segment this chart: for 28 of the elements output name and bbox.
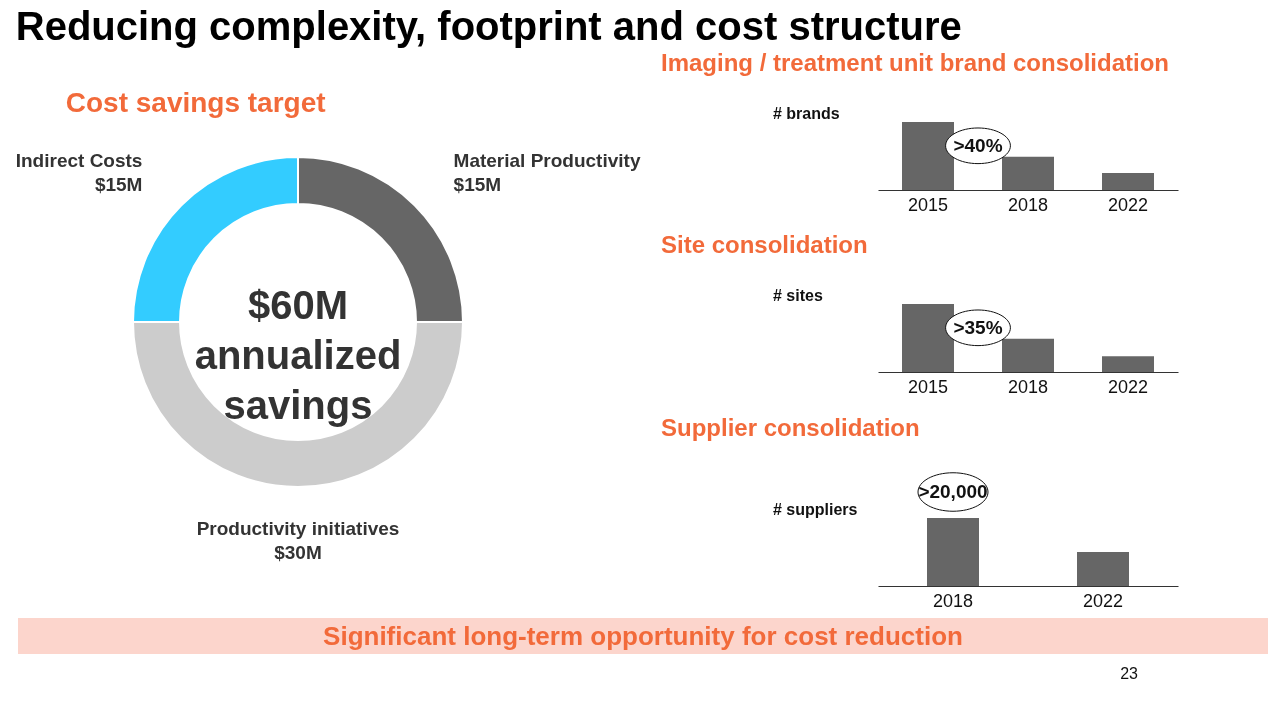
chart-title: Site consolidation (661, 231, 868, 258)
text: 23 (1120, 665, 1139, 682)
data-label: $30M (274, 542, 322, 563)
data-label: $15M (94, 174, 143, 196)
x-tick-label: 2022 (1107, 194, 1149, 215)
chart-subtitle: Cost savings target (65, 87, 326, 118)
x-tick-label: 2018 (1007, 376, 1049, 397)
slice-label: Productivity initiatives (196, 518, 400, 539)
x-tick-label: 2018 (1007, 194, 1049, 215)
x-tick-label: 2018 (932, 590, 974, 611)
slice-label: Material Productivity (453, 150, 641, 172)
annotation: >35% (953, 316, 1003, 338)
data-label: $15M (453, 174, 502, 196)
text: $60M annualized savings (194, 283, 402, 427)
y-axis-title: # sites (773, 287, 823, 304)
y-axis-title: # suppliers (773, 501, 858, 518)
text: Significant long-term opportunity for cost reduction (323, 621, 963, 651)
annotation: >40% (953, 134, 1003, 156)
x-tick-label: 2015 (907, 376, 949, 397)
chart-title: Imaging / treatment unit brand consolidation (661, 49, 1170, 76)
y-axis-title: # brands (773, 105, 840, 122)
x-tick-label: 2022 (1082, 590, 1124, 611)
x-tick-label: 2015 (907, 194, 949, 215)
chart-title: Reducing complexity, footprint and cost structure (15, 4, 962, 48)
slice-label: Indirect Costs (15, 150, 143, 172)
x-tick-label: 2022 (1107, 376, 1149, 397)
text: >20,000 (918, 481, 988, 502)
chart-title: Supplier consolidation (661, 413, 920, 441)
